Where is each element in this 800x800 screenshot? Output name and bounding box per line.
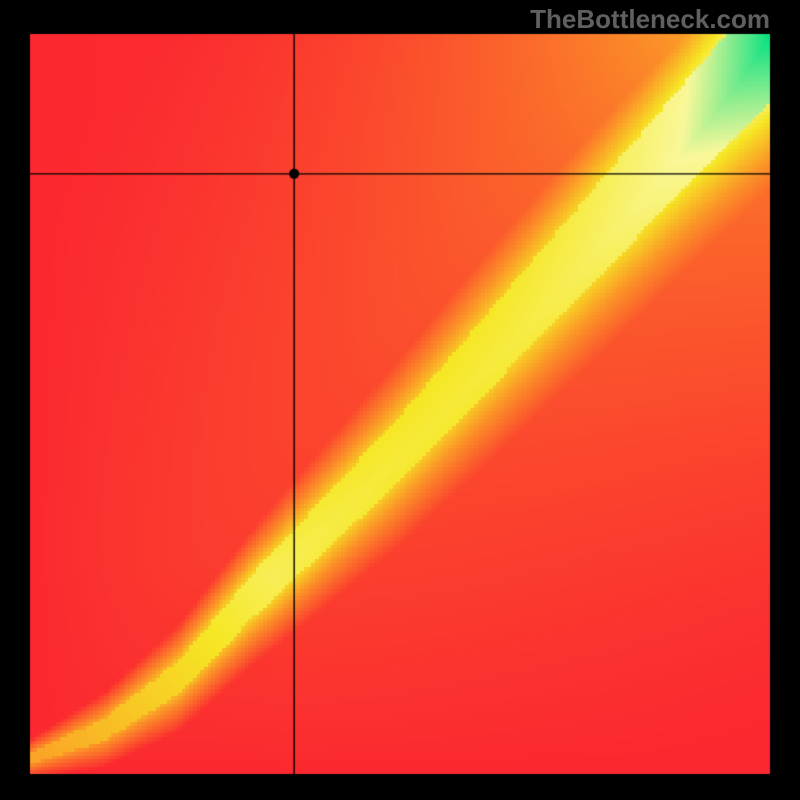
bottleneck-heatmap xyxy=(0,0,800,800)
chart-root: { "canvas": { "width": 800, "height": 80… xyxy=(0,0,800,800)
watermark-text: TheBottleneck.com xyxy=(530,4,770,35)
